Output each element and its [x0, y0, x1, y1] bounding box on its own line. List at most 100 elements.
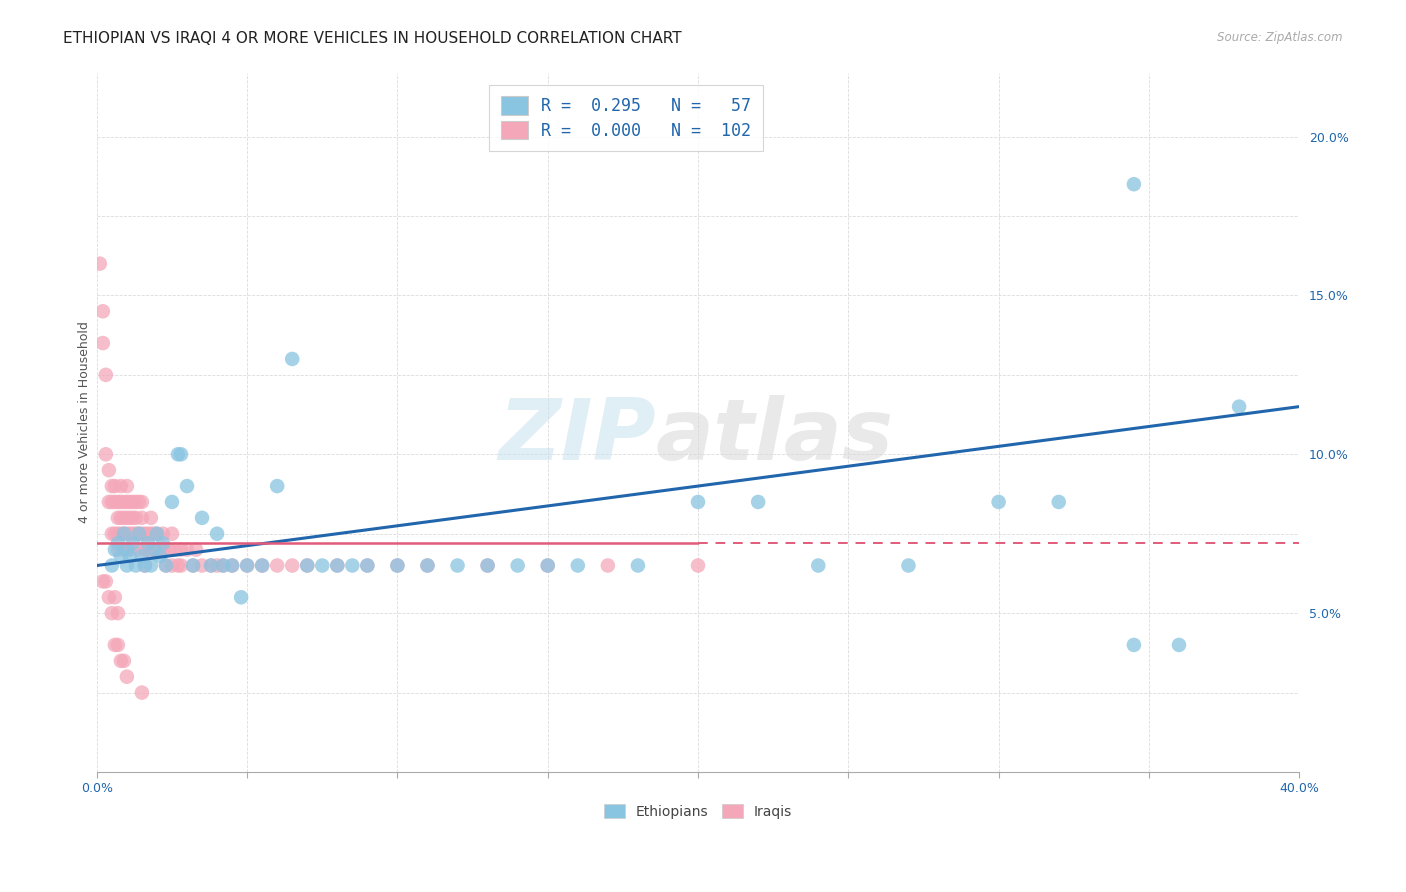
Point: [131, 685, 153, 699]
Point: [112, 654, 135, 668]
Point: [139, 511, 162, 525]
Point: [1122, 638, 1144, 652]
Point: [281, 351, 304, 366]
Point: [221, 558, 243, 573]
Point: [131, 526, 153, 541]
Point: [807, 558, 830, 573]
Point: [101, 606, 124, 620]
Point: [107, 542, 129, 557]
Point: [91, 304, 114, 318]
Point: [107, 606, 129, 620]
Point: [686, 495, 709, 509]
Point: [987, 495, 1010, 509]
Point: [149, 542, 172, 557]
Point: [477, 558, 499, 573]
Point: [356, 558, 378, 573]
Point: [266, 479, 288, 493]
Point: [101, 495, 124, 509]
Point: [136, 536, 159, 550]
Point: [205, 526, 228, 541]
Point: [596, 558, 619, 573]
Point: [128, 526, 150, 541]
Point: [477, 558, 499, 573]
Point: [250, 558, 273, 573]
Point: [101, 558, 124, 573]
Point: [128, 495, 150, 509]
Point: [136, 526, 159, 541]
Point: [229, 591, 252, 605]
Point: [200, 558, 222, 573]
Point: [131, 495, 153, 509]
Point: [567, 558, 589, 573]
Point: [104, 526, 127, 541]
Point: [115, 670, 138, 684]
Point: [115, 495, 138, 509]
Point: [297, 558, 319, 573]
Point: [200, 558, 222, 573]
Point: [155, 558, 177, 573]
Point: [122, 495, 145, 509]
Point: [170, 542, 193, 557]
Point: [104, 638, 127, 652]
Point: [134, 542, 156, 557]
Point: [115, 542, 138, 557]
Point: [97, 495, 120, 509]
Point: [134, 526, 156, 541]
Point: [191, 558, 214, 573]
Point: [125, 495, 148, 509]
Point: [160, 558, 183, 573]
Point: [91, 336, 114, 351]
Point: [118, 511, 141, 525]
Point: [149, 549, 172, 563]
Point: [281, 558, 304, 573]
Point: [110, 511, 132, 525]
Point: [142, 526, 165, 541]
Point: [342, 558, 364, 573]
Point: [122, 536, 145, 550]
Point: [297, 558, 319, 573]
Point: [104, 542, 127, 557]
Point: [97, 591, 120, 605]
Point: [387, 558, 409, 573]
Y-axis label: 4 or more Vehicles in Household: 4 or more Vehicles in Household: [79, 322, 91, 524]
Point: [115, 542, 138, 557]
Point: [146, 526, 169, 541]
Point: [191, 511, 214, 525]
Point: [181, 558, 204, 573]
Point: [110, 654, 132, 668]
Point: [118, 495, 141, 509]
Point: [118, 526, 141, 541]
Point: [115, 511, 138, 525]
Point: [101, 526, 124, 541]
Point: [266, 558, 288, 573]
Point: [176, 542, 198, 557]
Point: [221, 558, 243, 573]
Point: [94, 368, 117, 382]
Point: [118, 542, 141, 557]
Point: [101, 479, 124, 493]
Point: [326, 558, 349, 573]
Point: [122, 511, 145, 525]
Point: [104, 479, 127, 493]
Point: [110, 526, 132, 541]
Point: [112, 495, 135, 509]
Point: [139, 526, 162, 541]
Point: [134, 558, 156, 573]
Point: [212, 558, 235, 573]
Point: [131, 511, 153, 525]
Point: [146, 542, 169, 557]
Point: [97, 463, 120, 477]
Point: [104, 591, 127, 605]
Point: [155, 558, 177, 573]
Point: [107, 526, 129, 541]
Point: [91, 574, 114, 589]
Point: [107, 536, 129, 550]
Point: [104, 495, 127, 509]
Point: [250, 558, 273, 573]
Text: Source: ZipAtlas.com: Source: ZipAtlas.com: [1218, 31, 1343, 45]
Text: ETHIOPIAN VS IRAQI 4 OR MORE VEHICLES IN HOUSEHOLD CORRELATION CHART: ETHIOPIAN VS IRAQI 4 OR MORE VEHICLES IN…: [63, 31, 682, 46]
Point: [115, 526, 138, 541]
Point: [170, 447, 193, 461]
Point: [128, 542, 150, 557]
Point: [212, 558, 235, 573]
